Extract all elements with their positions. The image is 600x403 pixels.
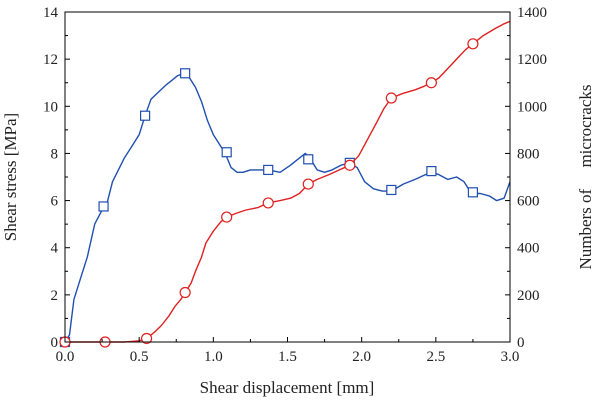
left-y-tick-label: 0 <box>51 335 59 351</box>
left-y-tick-label: 8 <box>51 146 59 162</box>
shear-stress-marker <box>467 187 479 198</box>
shear-stress-marker <box>263 164 274 176</box>
shear-stress-line <box>64 72 511 343</box>
right-y-tick-label: 800 <box>517 146 540 162</box>
left-y-axis-title: Shear stress [MPa] <box>1 113 20 241</box>
shear-stress-marker <box>140 110 151 121</box>
shear-stress-marker <box>98 201 109 212</box>
right-y-axis-title: Numbers of microcracks <box>576 84 595 269</box>
x-tick-label: 2.5 <box>426 349 445 365</box>
microcracks-marker <box>221 211 233 223</box>
shear-stress-marker <box>221 147 232 158</box>
microcracks-marker <box>425 77 437 89</box>
x-tick-label: 0.5 <box>130 349 149 365</box>
microcracks-marker <box>262 197 274 209</box>
right-y-tick-label: 1200 <box>517 52 547 68</box>
x-axis-title: Shear displacement [mm] <box>200 378 375 397</box>
x-tick-label: 0.0 <box>56 349 75 365</box>
shear-stress-marker <box>386 184 397 196</box>
left-y-tick-label: 14 <box>43 5 59 21</box>
series-layer <box>59 20 511 348</box>
microcracks-marker <box>385 92 397 104</box>
shear-stress-marker <box>180 68 191 79</box>
x-tick-label: 1.5 <box>278 349 297 365</box>
microcracks-line <box>65 20 511 343</box>
right-y-tick-label: 400 <box>517 241 540 257</box>
microcracks-marker <box>302 178 314 190</box>
left-y-tick-label: 2 <box>51 288 59 304</box>
right-y-tick-label: 0 <box>517 335 525 351</box>
left-y-tick-label: 6 <box>51 194 59 210</box>
microcracks-marker <box>140 332 153 345</box>
left-y-tick-label: 4 <box>51 241 59 257</box>
right-y-tick-label: 1000 <box>517 99 547 115</box>
shear-stress-marker <box>303 154 314 165</box>
microcracks-marker <box>467 38 479 50</box>
x-tick-label: 1.0 <box>204 349 223 365</box>
x-tick-label: 2.0 <box>352 349 371 365</box>
shear-stress-marker <box>426 166 437 177</box>
right-y-tick-label: 200 <box>517 288 540 304</box>
right-y-tick-label: 600 <box>517 194 540 210</box>
microcracks-marker <box>344 159 356 171</box>
left-y-tick-label: 12 <box>43 52 58 68</box>
left-y-tick-label: 10 <box>43 99 58 115</box>
microcracks-marker <box>179 286 191 299</box>
axes-layer: 0.0 0.5 1.0 1.5 2.0 2.5 3.00246810121402004006… <box>43 5 547 365</box>
right-y-tick-label: 1400 <box>517 5 547 21</box>
x-tick-label: 3.0 <box>501 349 520 365</box>
